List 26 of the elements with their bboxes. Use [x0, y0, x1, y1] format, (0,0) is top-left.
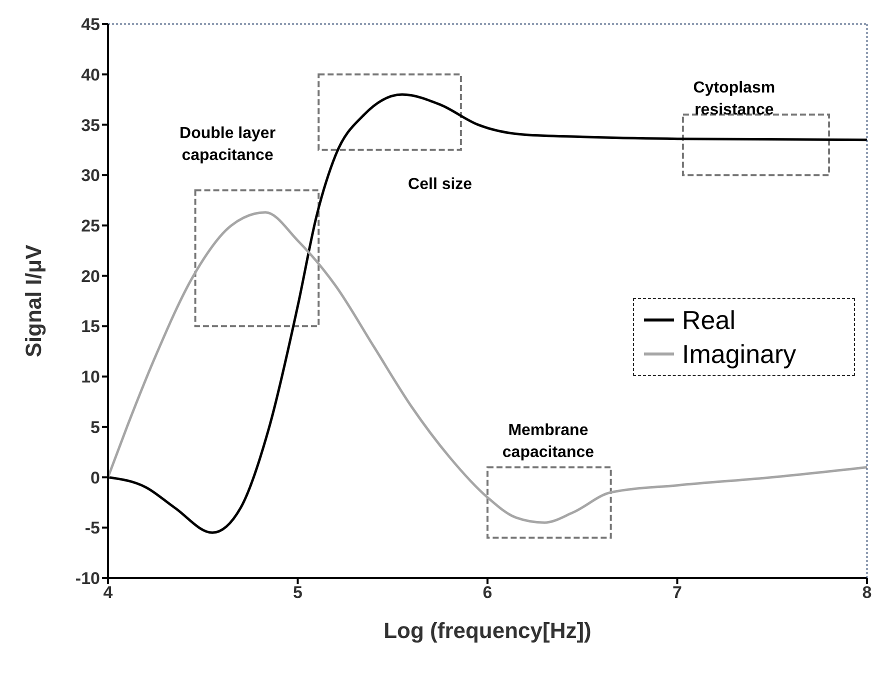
x-tick-label: 6 [482, 583, 492, 602]
legend-label: Real [682, 304, 736, 336]
x-tick-label: 7 [672, 583, 682, 602]
annotation: Cell size [408, 176, 472, 194]
y-tick-label: 30 [81, 166, 100, 186]
x-axis-title: Log (frequency[Hz]) [384, 618, 592, 643]
y-tick-label: 25 [81, 216, 100, 236]
line-series [108, 211, 867, 524]
y-axis-title: Signal I/μV [20, 244, 46, 358]
y-tick-label: 35 [81, 116, 100, 135]
annotation: Cytoplasm resistance [693, 80, 776, 119]
legend-label: Imaginary [682, 338, 796, 370]
y-tick-label: 5 [90, 418, 100, 437]
y-tick-label: -5 [84, 518, 100, 538]
y-tick-label: -10 [75, 569, 100, 588]
y-tick-label: 15 [81, 317, 100, 336]
annotation: Double layer capacitance [180, 125, 276, 164]
y-tick-label: 40 [81, 65, 100, 84]
y-tick-label: 20 [81, 266, 100, 286]
y-tick-label: 0 [90, 468, 100, 488]
x-tick-label: 8 [862, 583, 872, 602]
x-tick-label: 5 [293, 583, 302, 602]
x-tick-label: 4 [103, 583, 114, 602]
annotation: Membrane capacitance [502, 422, 594, 462]
y-tick-label: 10 [81, 368, 100, 387]
y-tick-label: 45 [81, 15, 100, 34]
